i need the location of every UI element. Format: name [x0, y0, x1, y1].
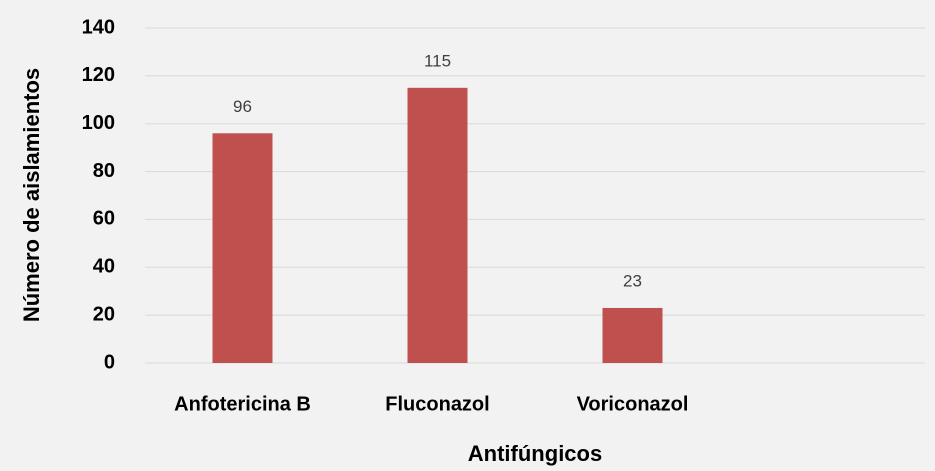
x-tick-label: Anfotericina B — [174, 393, 311, 415]
bar — [212, 133, 273, 363]
bar — [407, 87, 468, 364]
x-tick-label: Fluconazol — [385, 393, 489, 415]
y-axis-title: Número de aislamientos — [19, 68, 44, 322]
data-label: 115 — [424, 51, 451, 70]
y-tick-label: 0 — [104, 351, 115, 373]
data-label: 96 — [233, 97, 252, 116]
y-tick-label: 20 — [93, 303, 115, 325]
bar — [602, 307, 663, 363]
x-tick-label: Voriconazol — [577, 393, 689, 415]
y-tick-label: 100 — [82, 112, 115, 134]
x-axis-title: Antifúngicos — [468, 441, 602, 466]
y-tick-label: 120 — [82, 64, 115, 86]
y-tick-label: 60 — [93, 208, 115, 230]
data-label: 23 — [623, 271, 642, 290]
y-tick-label: 80 — [93, 160, 115, 182]
y-tick-label: 140 — [82, 16, 115, 38]
y-tick-label: 40 — [93, 256, 115, 278]
